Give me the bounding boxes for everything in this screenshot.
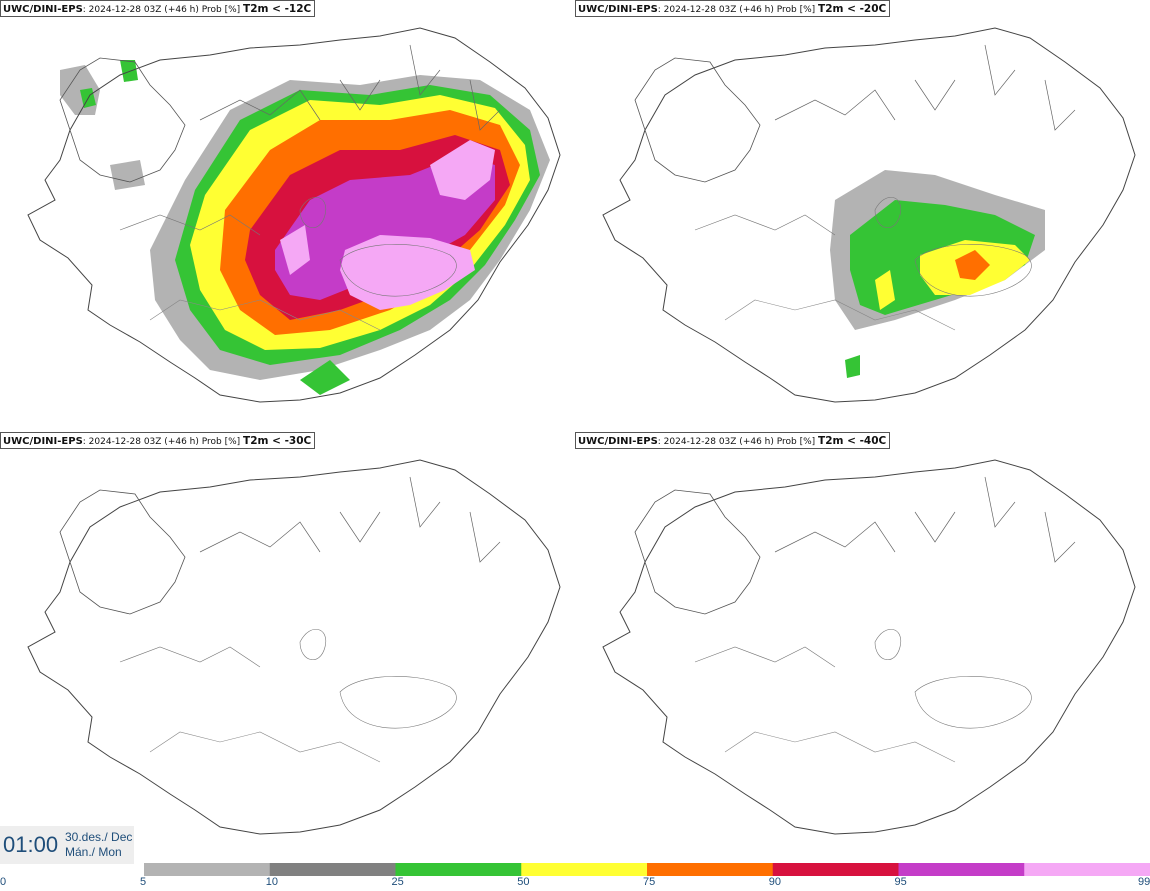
map-panel-4: UWC/DINI-EPS: 2024-12-28 03Z (+46 h) Pro… [575,432,1150,862]
colorbar-segment [269,863,396,876]
map-panel-1: UWC/DINI-EPS: 2024-12-28 03Z (+46 h) Pro… [0,0,575,430]
time-box [0,826,134,864]
valid-date: 30.des./ Dec Mán./ Mon [65,830,132,860]
colorbar-tick-label: 5 [140,876,147,888]
prob-shading-1 [60,60,550,395]
colorbar-segment [144,863,271,876]
colorbar-tick-label: 75 [643,876,656,888]
colorbar-tick-label: 25 [391,876,404,888]
colorbar-segment [772,863,899,876]
map-1 [27,27,561,403]
colorbar-segment [521,863,648,876]
panel-title-1: UWC/DINI-EPS: 2024-12-28 03Z (+46 h) Pro… [0,0,316,17]
run-info: : 2024-12-28 03Z (+46 h) Prob [%] [82,5,241,15]
date-line-2: Mán./ Mon [65,845,122,859]
colorbar-tick-label: 0 [0,876,7,888]
colorbar-tick-label: 95 [894,876,907,888]
map-4 [602,459,1136,835]
date-line-1: 30.des./ Dec [65,830,133,844]
panel-title-4: UWC/DINI-EPS: 2024-12-28 03Z (+46 h) Pro… [575,432,891,449]
panel-title-3: UWC/DINI-EPS: 2024-12-28 03Z (+46 h) Pro… [0,432,316,449]
colorbar-tick-label: 90 [768,876,781,888]
colorbar-segment [898,863,1025,876]
run-info: : 2024-12-28 03Z (+46 h) Prob [%] [82,437,241,447]
map-3 [27,459,561,835]
colorbar-tick-label: 50 [517,876,530,888]
map-panel-3: UWC/DINI-EPS: 2024-12-28 03Z (+46 h) Pro… [0,432,575,862]
threshold-label: T2m < -30C [243,435,312,447]
map-panel-2: UWC/DINI-EPS: 2024-12-28 03Z (+46 h) Pro… [575,0,1150,430]
threshold-label: T2m < -12C [243,3,312,15]
model-name: UWC/DINI-EPS [3,4,83,15]
colorbar [144,863,1150,876]
model-name: UWC/DINI-EPS [578,4,658,15]
model-name: UWC/DINI-EPS [578,436,658,447]
colorbar-segment [647,863,774,876]
run-info: : 2024-12-28 03Z (+46 h) Prob [%] [657,437,816,447]
colorbar-tick-label: 99 [1138,876,1150,888]
colorbar-segment [395,863,522,876]
run-info: : 2024-12-28 03Z (+46 h) Prob [%] [657,5,816,15]
threshold-label: T2m < -40C [818,435,887,447]
panel-title-2: UWC/DINI-EPS: 2024-12-28 03Z (+46 h) Pro… [575,0,891,17]
valid-time: 01:00 [3,832,59,857]
colorbar-tick-label: 10 [265,876,278,888]
model-name: UWC/DINI-EPS [3,436,83,447]
map-2 [602,27,1136,403]
threshold-label: T2m < -20C [818,3,887,15]
colorbar-segment [1024,863,1150,876]
prob-shading-2 [830,170,1045,378]
